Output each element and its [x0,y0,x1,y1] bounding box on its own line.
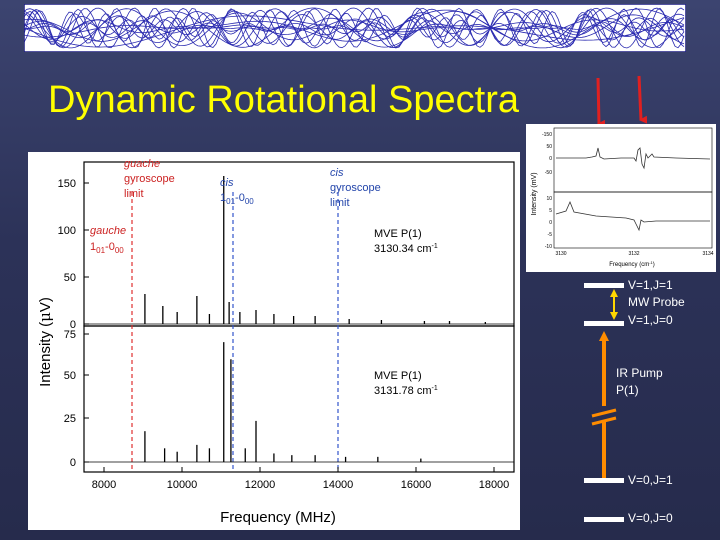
right-pointer-arrow [637,75,648,124]
slide-title: Dynamic Rotational Spectra [48,79,519,121]
cis-transition-name: cis [220,177,234,189]
banner-wave [23,7,685,49]
inset-bottom-ytick: 10 [546,196,552,202]
inset-top-ytick: 50 [546,144,552,150]
x-tick-label: 12000 [245,479,276,491]
inset-top-ytick: -150 [542,132,552,138]
top-panel-sublabel: 3130.34 cm-1 [374,243,438,255]
top-panel-frame [83,161,515,327]
gauche-gyroscope-annotation: gyroscope [124,173,175,185]
energy-level-graphic [584,283,624,522]
inset-top-trace [556,147,711,170]
banner-wave [23,8,685,49]
level-label-v1-j1: V=1,J=1 [628,278,673,292]
level-label-v0-j0: V=0,J=0 [628,511,673,525]
cis-gyroscope-annotation: cis [330,167,344,179]
level-v1-j0 [584,321,624,326]
inset-xtick: 3130 [555,251,566,257]
banner-wave [23,7,685,49]
gauche-transition-name: gauche [90,225,126,237]
rotational-spectra-figure: Intensity (μV) 0 50 100 150 0 25 50 75 [28,152,520,530]
bottom-panel-spectrum [144,342,422,462]
level-v0-j1 [584,478,624,483]
pointer-arrows [596,75,648,128]
spectra-chart: Intensity (μV) 0 50 100 150 0 25 50 75 [36,158,515,526]
level-label-v1-j0: V=1,J=0 [628,313,673,327]
bottom-ytick: 25 [64,413,76,425]
bottom-ytick: 75 [64,329,76,341]
inset-x-axis-label: Frequency (cm-1) [609,260,655,268]
x-tick-label: 10000 [167,479,198,491]
x-tick-label: 14000 [323,479,354,491]
ir-pump-label: IR Pump [616,366,663,380]
inset-bottom-ytick: -10 [545,244,552,250]
ir-spectrum-inset: Intensity (mV) -150 50 0 -50 10 5 0 -5 -… [526,124,716,272]
cis-gyroscope-annotation: limit [330,197,350,209]
x-tick-label: 18000 [479,479,510,491]
inset-bottom-ytick: 0 [549,220,552,226]
inset-top-ytick: -50 [545,170,552,176]
bottom-panel-label: MVE P(1) [374,370,422,382]
level-v1-j1 [584,283,624,288]
ir-pump-label: P(1) [616,383,639,397]
energy-level-diagram: V=1,J=1 MW Probe V=1,J=0 IR Pump P(1) V=… [570,270,720,540]
bottom-panel-frame [83,325,515,473]
banner-wave [23,7,685,49]
axis-break [591,416,617,426]
x-tick-label: 16000 [401,479,432,491]
bottom-ytick: 0 [70,457,76,469]
top-panel-label: MVE P(1) [374,228,422,240]
top-ytick: 100 [58,225,76,237]
inset-bottom-trace [555,200,710,232]
wave-pattern-graphic [23,3,687,53]
gauche-gyroscope-annotation: guache [124,158,160,170]
level-label-v0-j1: V=0,J=1 [628,473,673,487]
bottom-ytick: 50 [64,370,76,382]
cis-gyroscope-annotation: gyroscope [330,182,381,194]
gauche-transition-label: 101-000 [90,241,124,255]
top-ytick: 0 [70,319,76,331]
cis-transition-label: 101-000 [220,192,254,206]
x-tick-label: 8000 [92,479,116,491]
inset-bottom-ytick: 5 [549,208,552,214]
y-axis-label: Intensity (μV) [36,297,54,387]
wave-banner [23,3,687,53]
left-pointer-arrow [596,77,606,128]
level-v0-j0 [584,517,624,522]
bottom-panel-sublabel: 3131.78 cm-1 [374,385,438,397]
mw-probe-label: MW Probe [628,295,685,309]
top-panel-spectrum [144,176,486,324]
inset-bottom-ytick: -5 [548,232,553,238]
banner-wave [23,7,685,49]
ir-spectrum-chart: Intensity (mV) -150 50 0 -50 10 5 0 -5 -… [531,127,714,268]
x-axis-label: Frequency (MHz) [220,509,336,526]
top-ytick: 150 [58,178,76,190]
inset-xtick: 3132 [628,251,639,257]
inset-top-ytick: 0 [549,156,552,162]
gauche-gyroscope-annotation: limit [124,188,144,200]
top-ytick: 50 [64,272,76,284]
inset-xtick: 3134 [702,251,713,257]
inset-y-axis-label: Intensity (mV) [531,172,538,215]
axis-break [591,408,617,418]
